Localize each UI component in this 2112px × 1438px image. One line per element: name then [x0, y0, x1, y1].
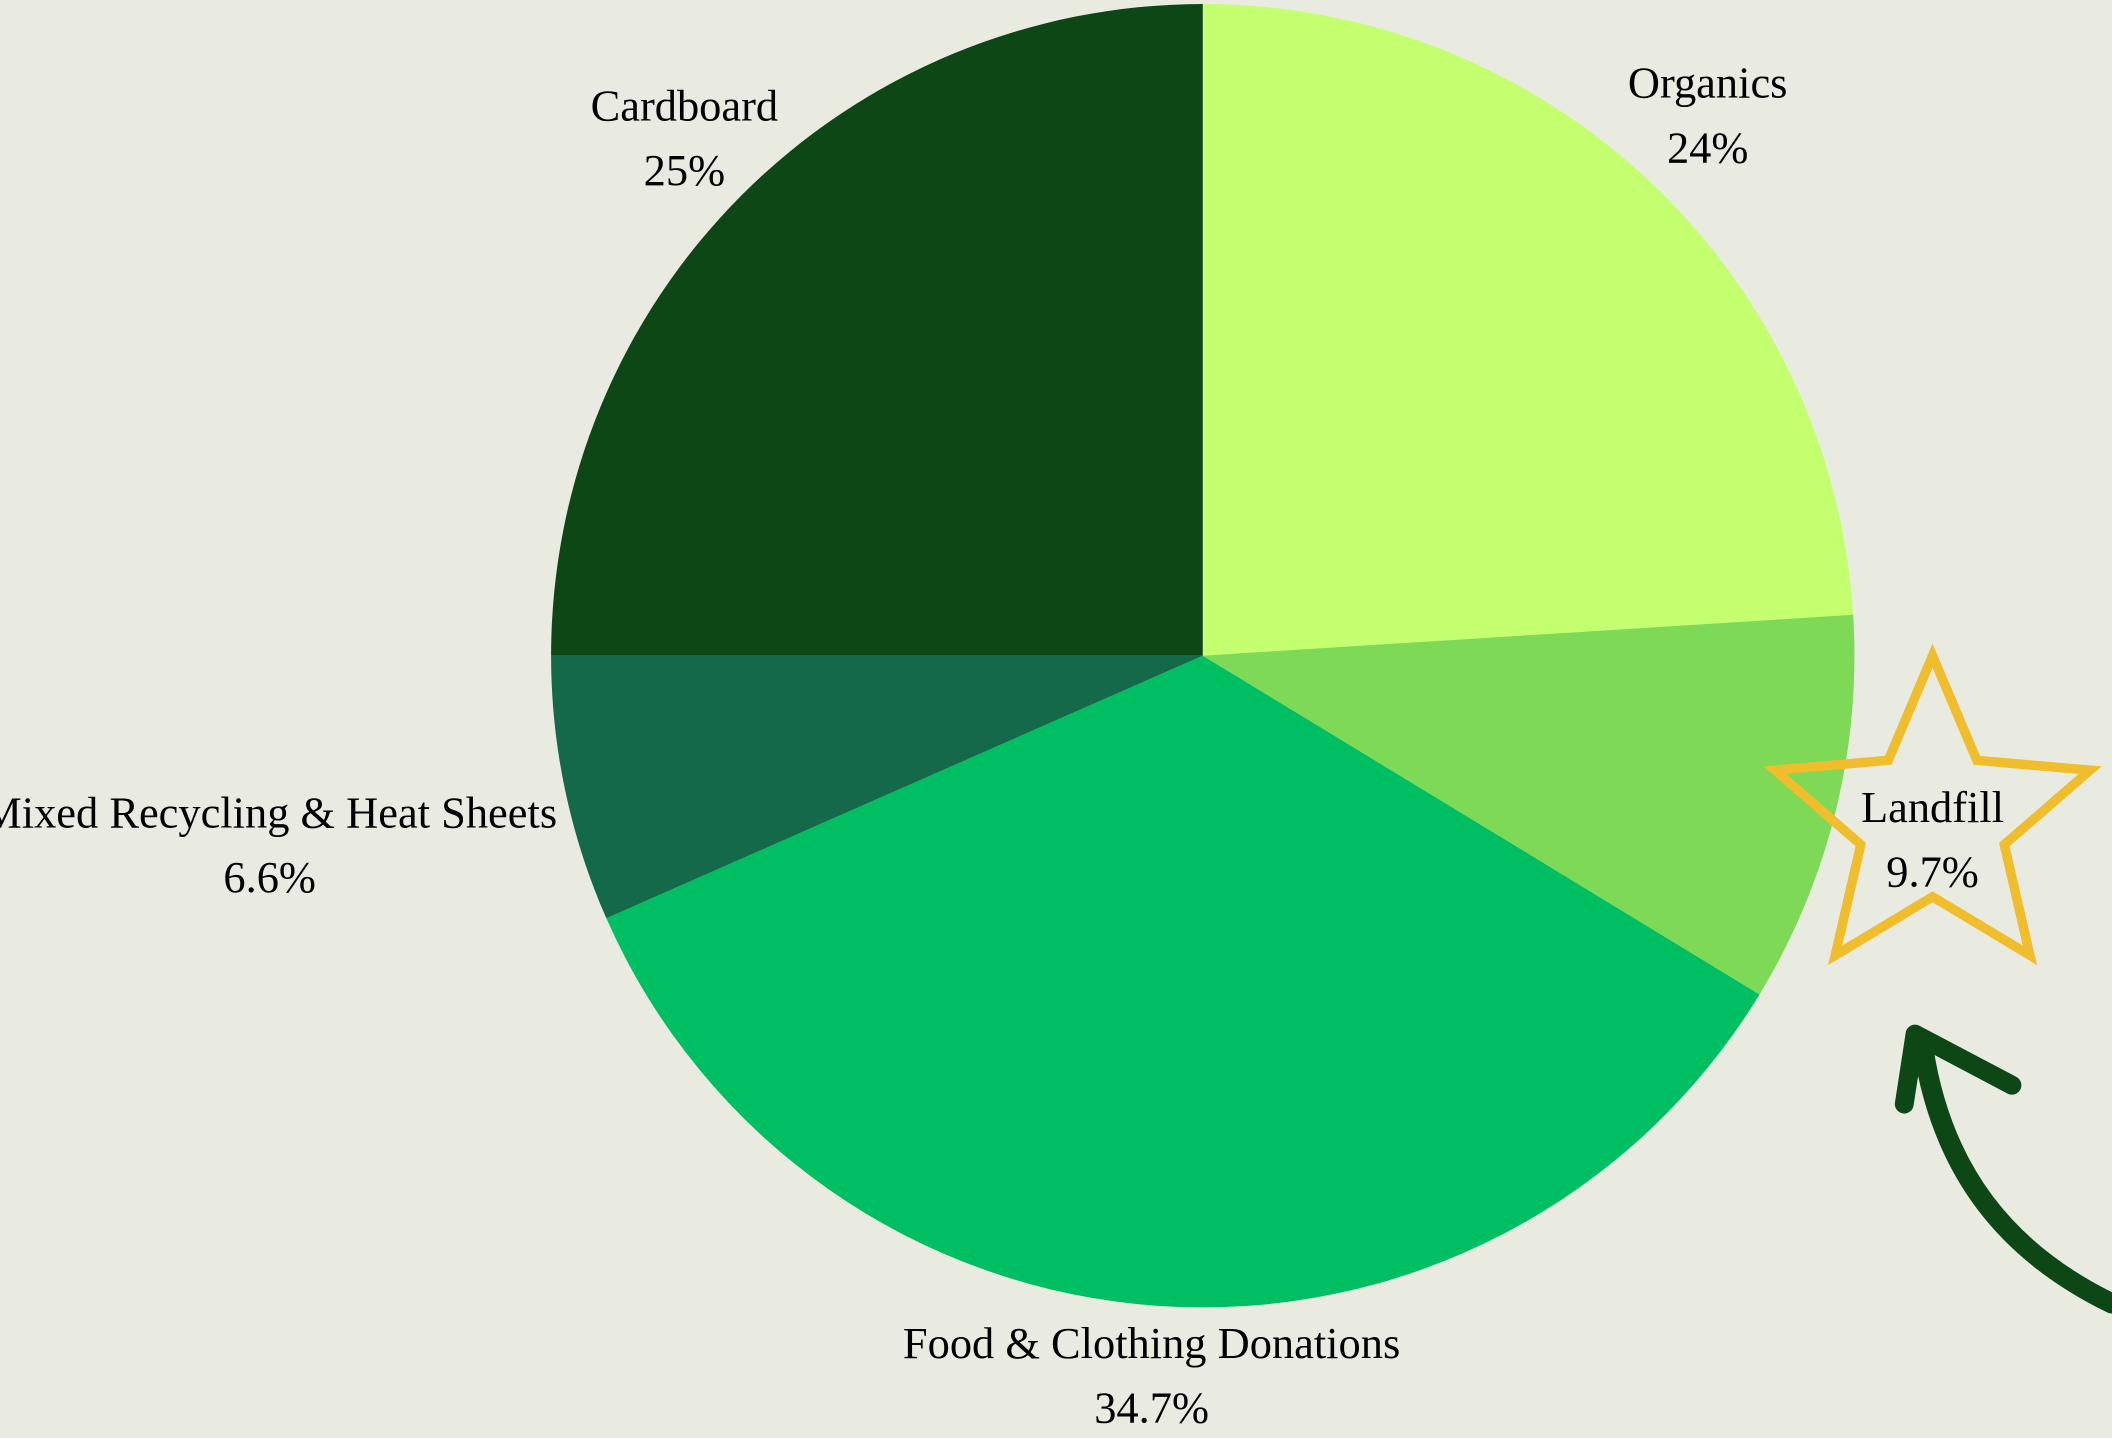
- slice-value: 24%: [1667, 122, 1748, 172]
- slice-label: Mixed Recycling & Heat Sheets: [0, 787, 557, 837]
- slice: [1202, 4, 1854, 656]
- slice-value: 34.7%: [1094, 1383, 1209, 1433]
- slice-label: Cardboard: [591, 81, 779, 131]
- pie: [551, 4, 1855, 1308]
- slice-label: Food & Clothing Donations: [903, 1318, 1400, 1368]
- arrow-head: [1894, 1024, 2022, 1114]
- slice-value: 6.6%: [223, 852, 316, 902]
- slice: [1202, 614, 1855, 995]
- arrow: [1913, 1037, 2112, 1314]
- slice: [551, 4, 1203, 656]
- slice-value: 9.7%: [1886, 847, 1979, 897]
- labels: Organics 24% Landfill 9.7% Food & Clothing D…: [0, 58, 2004, 1433]
- star: [1763, 643, 2102, 966]
- slice: [551, 655, 1203, 919]
- slice: [606, 655, 1760, 1308]
- slice-label: Landfill: [1861, 782, 2004, 832]
- slice-label: Organics: [1628, 58, 1788, 108]
- slice-value: 25%: [644, 145, 725, 195]
